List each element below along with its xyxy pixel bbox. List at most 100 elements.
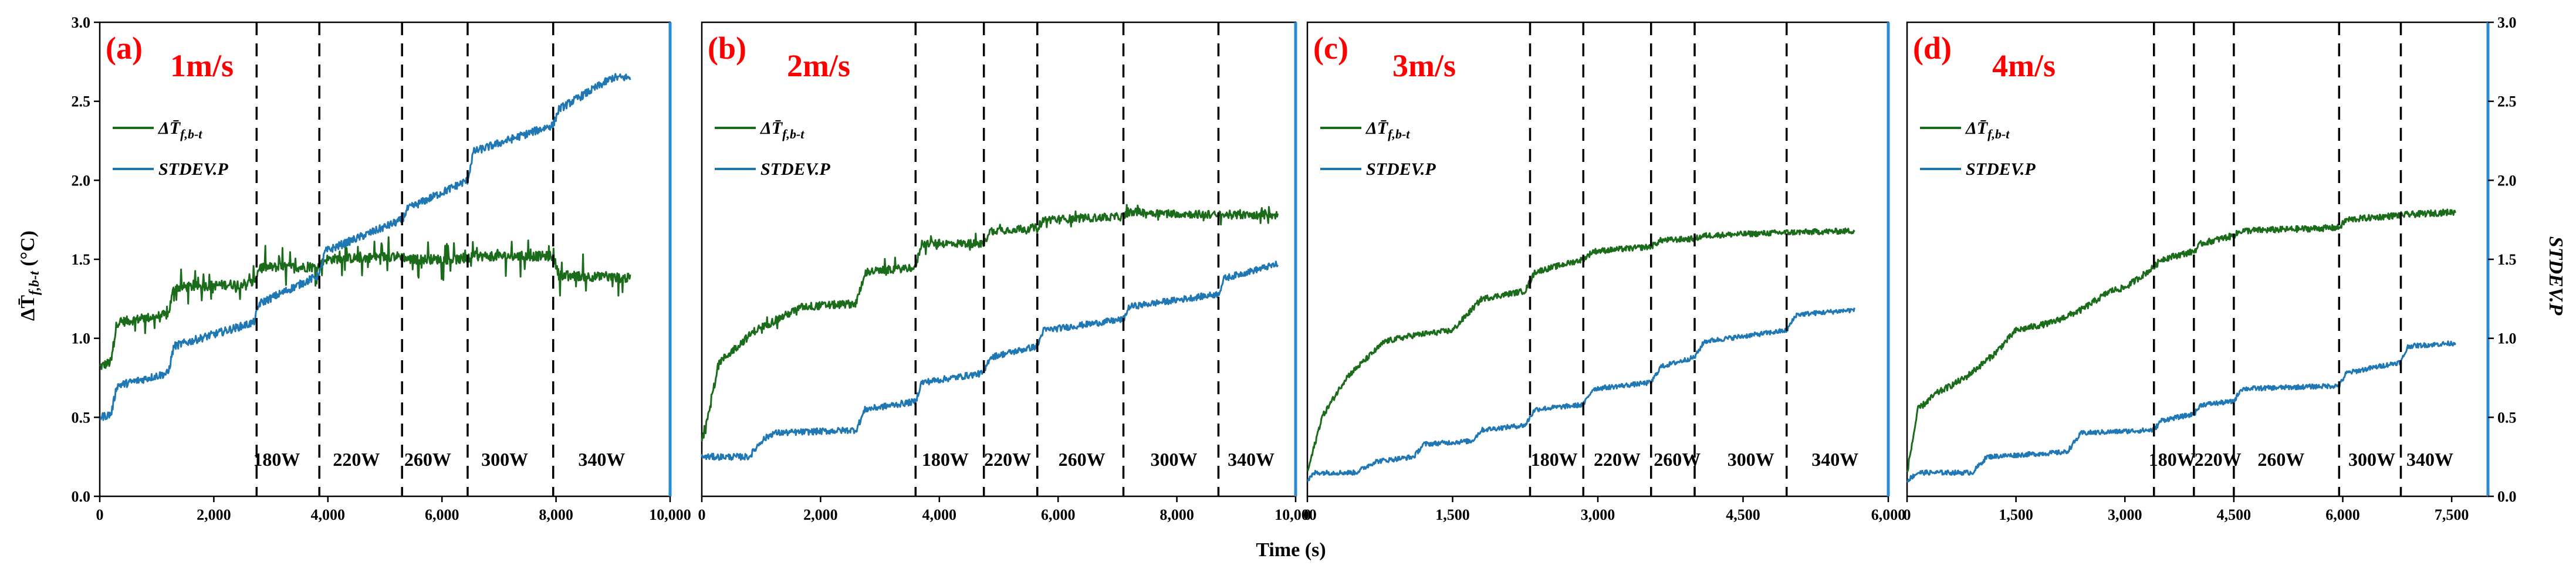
power-label: 260W <box>1654 449 1701 470</box>
x-tick-label: 7,500 <box>2435 506 2469 523</box>
x-tick-label: 1,500 <box>1999 506 2033 523</box>
legend-entry-temperature: ΔT̄f,b-t <box>158 119 202 141</box>
x-tick-label: 4,500 <box>2217 506 2252 523</box>
y-tick-label: 0.5 <box>72 409 91 426</box>
legend-temp-sub: f,b-t <box>1987 127 2010 141</box>
chart-panel-4: 0 1,500 3,000 4,500 6,000 7,500 0.0 0.5 1.0 1.5 2.… <box>1904 14 2517 523</box>
legend-temp-main: ΔT̄ <box>1365 119 1389 138</box>
speed-label: 2m/s <box>787 48 850 83</box>
panel-label: (b) <box>708 31 746 66</box>
y-tick-label-right: 2.0 <box>2497 172 2517 189</box>
legend-temp-sub: f,b-t <box>782 127 804 141</box>
panel-label: (d) <box>1913 31 1952 66</box>
legend-entry-stdev: STDEV.P <box>158 160 228 179</box>
power-label: 300W <box>481 449 528 470</box>
y-axis-label-right: STDEV.P <box>2545 236 2567 316</box>
speed-label: 3m/s <box>1392 48 1456 83</box>
x-tick-label: 8,000 <box>1159 506 1194 523</box>
x-tick-label: 0 <box>96 506 104 523</box>
power-label: 180W <box>253 449 300 470</box>
x-tick-label: 4,000 <box>311 506 346 523</box>
y-axis-label-left-unit: (°C) <box>17 231 39 271</box>
x-tick-label: 3,000 <box>1581 506 1615 523</box>
speed-label: 1m/s <box>170 48 234 83</box>
series-line-stdev <box>99 73 631 421</box>
power-label: 260W <box>1059 449 1106 470</box>
y-tick-label: 0.0 <box>72 488 91 505</box>
y-tick-label: 2.5 <box>72 93 91 110</box>
x-tick-label: 0 <box>1304 506 1311 523</box>
power-label: 300W <box>2348 449 2395 470</box>
y-tick-label-right: 2.5 <box>2497 93 2517 110</box>
series-line-stdev <box>1906 340 2456 483</box>
series-line-temperature <box>1307 227 1855 472</box>
power-label: 300W <box>1151 449 1198 470</box>
plots-layer: 0 2,000 4,000 6,000 8,000 10,000 0.0 0.5 1.0 1.5 2… <box>72 14 2517 523</box>
chart-panel-3: 0 1,500 3,000 4,500 6,000 180W 220W 260W 300W 340… <box>1304 21 1906 523</box>
y-tick-label: 1.0 <box>72 330 91 347</box>
x-tick-label: 2,000 <box>803 506 838 523</box>
legend-temp-main: ΔT̄ <box>1965 119 1989 138</box>
x-tick-label: 10,000 <box>649 506 691 523</box>
chart-panel-2: 0 2,000 4,000 6,000 8,000 10,000 180W 220W 260W 3… <box>698 21 1317 523</box>
chart-panel-1: 0 2,000 4,000 6,000 8,000 10,000 0.0 0.5 1.0 1.5 2… <box>72 14 691 523</box>
power-label: 180W <box>2149 449 2196 470</box>
y-tick-label: 2.0 <box>72 172 91 189</box>
series-line-temperature <box>99 236 631 370</box>
y-tick-label: 3.0 <box>72 14 91 31</box>
power-label: 340W <box>578 449 625 470</box>
y-tick-label-right: 1.0 <box>2497 330 2517 347</box>
y-tick-label-right: 3.0 <box>2497 14 2517 31</box>
legend-entry-stdev: STDEV.P <box>760 160 830 179</box>
power-label: 300W <box>1728 449 1774 470</box>
y-tick-label-right: 0.0 <box>2497 488 2517 505</box>
series-line-temperature <box>1906 208 2456 473</box>
power-label: 220W <box>333 449 380 470</box>
x-tick-label: 6,000 <box>1041 506 1076 523</box>
panel-label: (a) <box>106 31 143 66</box>
legend-temp-sub: f,b-t <box>1388 127 1410 141</box>
power-label: 340W <box>1228 449 1275 470</box>
x-tick-label: 6,000 <box>1871 506 1906 523</box>
power-label: 260W <box>404 449 451 470</box>
legend-temp-main: ΔT̄ <box>158 119 181 138</box>
x-tick-label: 4,500 <box>1726 506 1760 523</box>
x-tick-label: 8,000 <box>539 506 573 523</box>
legend-entry-stdev: STDEV.P <box>1966 160 2036 179</box>
power-label: 220W <box>2195 449 2242 470</box>
x-tick-label: 6,000 <box>425 506 459 523</box>
power-label: 180W <box>922 449 969 470</box>
legend-temp-sub: f,b-t <box>180 127 202 141</box>
series-line-stdev <box>1307 307 1855 482</box>
y-tick-label-right: 0.5 <box>2497 409 2517 426</box>
plot-frame <box>701 21 1297 497</box>
series-line-stdev <box>701 260 1279 461</box>
power-label: 180W <box>1531 449 1578 470</box>
y-tick-label: 1.5 <box>72 251 91 268</box>
panel-label: (c) <box>1313 31 1348 66</box>
x-tick-label: 1,500 <box>1435 506 1470 523</box>
power-label: 260W <box>2257 449 2304 470</box>
power-label: 340W <box>2406 449 2453 470</box>
x-tick-label: 6,000 <box>2325 506 2360 523</box>
y-tick-label-right: 1.5 <box>2497 251 2517 268</box>
x-tick-label: 2,000 <box>197 506 231 523</box>
x-tick-label: 0 <box>1904 506 1911 523</box>
y-axis-label-left-sub: f,b-t <box>27 270 42 295</box>
legend-entry-temperature: ΔT̄f,b-t <box>1365 119 1410 141</box>
legend-entry-temperature: ΔT̄f,b-t <box>1965 119 2010 141</box>
power-label: 220W <box>984 449 1031 470</box>
x-tick-label: 3,000 <box>2108 506 2142 523</box>
legend-entry-temperature: ΔT̄f,b-t <box>760 119 804 141</box>
x-tick-label: 10,000 <box>1275 506 1317 523</box>
plot-frame <box>1306 21 1889 497</box>
speed-label: 4m/s <box>1992 48 2056 83</box>
y-axis-label-left-main: ΔT̄ <box>17 295 39 321</box>
x-tick-label: 0 <box>698 506 706 523</box>
power-label: 220W <box>1594 449 1641 470</box>
legend-entry-stdev: STDEV.P <box>1366 160 1436 179</box>
y-axis-label-left: ΔT̄f,b-t (°C) <box>17 231 42 321</box>
legend-temp-main: ΔT̄ <box>760 119 783 138</box>
series-line-temperature <box>701 204 1279 442</box>
